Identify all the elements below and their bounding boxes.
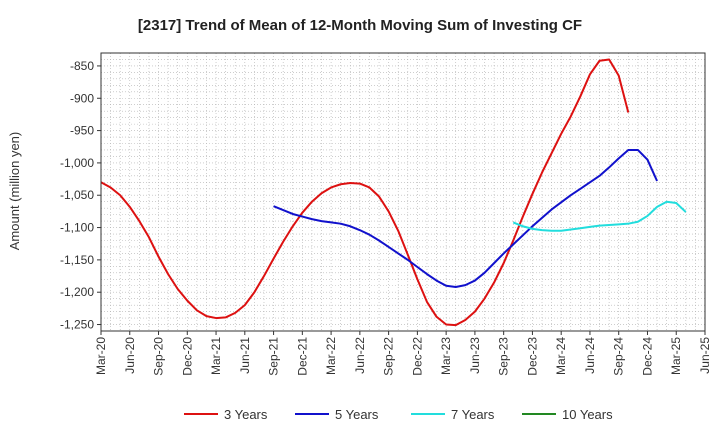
x-tick-label: Mar-25	[669, 337, 683, 375]
series-group	[100, 58, 687, 327]
x-tick-label: Jun-23	[468, 337, 482, 374]
x-tick-label: Dec-20	[180, 337, 194, 376]
y-tick-label: -1,150	[60, 253, 94, 267]
x-tick-label: Dec-22	[410, 337, 424, 376]
x-tick-label: Jun-24	[583, 337, 597, 374]
x-axis-ticks: Mar-20 Jun-20 Sep-20 Dec-20 Mar-21 Jun-21 Sep-…	[94, 331, 712, 376]
plot-area	[101, 53, 705, 331]
y-tick-label: -950	[70, 124, 94, 138]
y-tick-label: -1,100	[60, 221, 94, 235]
x-tick-label: Jun-25	[698, 337, 712, 374]
x-tick-label: Mar-23	[439, 337, 453, 375]
series-line-3-years	[100, 58, 630, 327]
legend-label: 7 Years	[451, 407, 495, 422]
plot-frame	[100, 52, 706, 332]
y-tick-label: -1,000	[60, 156, 94, 170]
x-tick-label: Mar-24	[554, 337, 568, 375]
y-tick-label: -900	[70, 91, 94, 105]
legend: 3 Years 5 Years 7 Years 10 Years	[184, 407, 613, 422]
x-tick-label: Jun-22	[353, 337, 367, 374]
x-tick-label: Sep-24	[612, 337, 626, 376]
x-tick-label: Mar-21	[209, 337, 223, 375]
chart-title: [2317] Trend of Mean of 12-Month Moving …	[138, 17, 582, 34]
x-tick-label: Dec-21	[295, 337, 309, 376]
x-tick-label: Sep-22	[382, 337, 396, 376]
x-tick-label: Jun-20	[123, 337, 137, 374]
x-tick-label: Mar-20	[94, 337, 108, 375]
x-tick-label: Dec-23	[525, 337, 539, 376]
x-tick-label: Sep-20	[152, 337, 166, 376]
x-tick-label: Dec-24	[640, 337, 654, 376]
x-tick-label: Jun-21	[238, 337, 252, 374]
legend-label: 10 Years	[562, 407, 613, 422]
series-line-7-years	[512, 200, 687, 232]
x-tick-label: Sep-23	[497, 337, 511, 376]
legend-label: 5 Years	[335, 407, 379, 422]
series-line-5-years	[273, 148, 658, 289]
y-tick-label: -1,050	[60, 188, 94, 202]
grid	[101, 53, 705, 331]
legend-label: 3 Years	[224, 407, 268, 422]
y-axis-ticks: -850 -900 -950 -1,000 -1,050 -1,100 -1,150 -1,2…	[60, 59, 101, 332]
y-tick-label: -850	[70, 59, 94, 73]
y-axis-label: Amount (million yen)	[7, 132, 22, 251]
x-tick-label: Sep-21	[267, 337, 281, 376]
x-tick-label: Mar-22	[324, 337, 338, 375]
y-tick-label: -1,200	[60, 285, 94, 299]
y-tick-label: -1,250	[60, 318, 94, 332]
